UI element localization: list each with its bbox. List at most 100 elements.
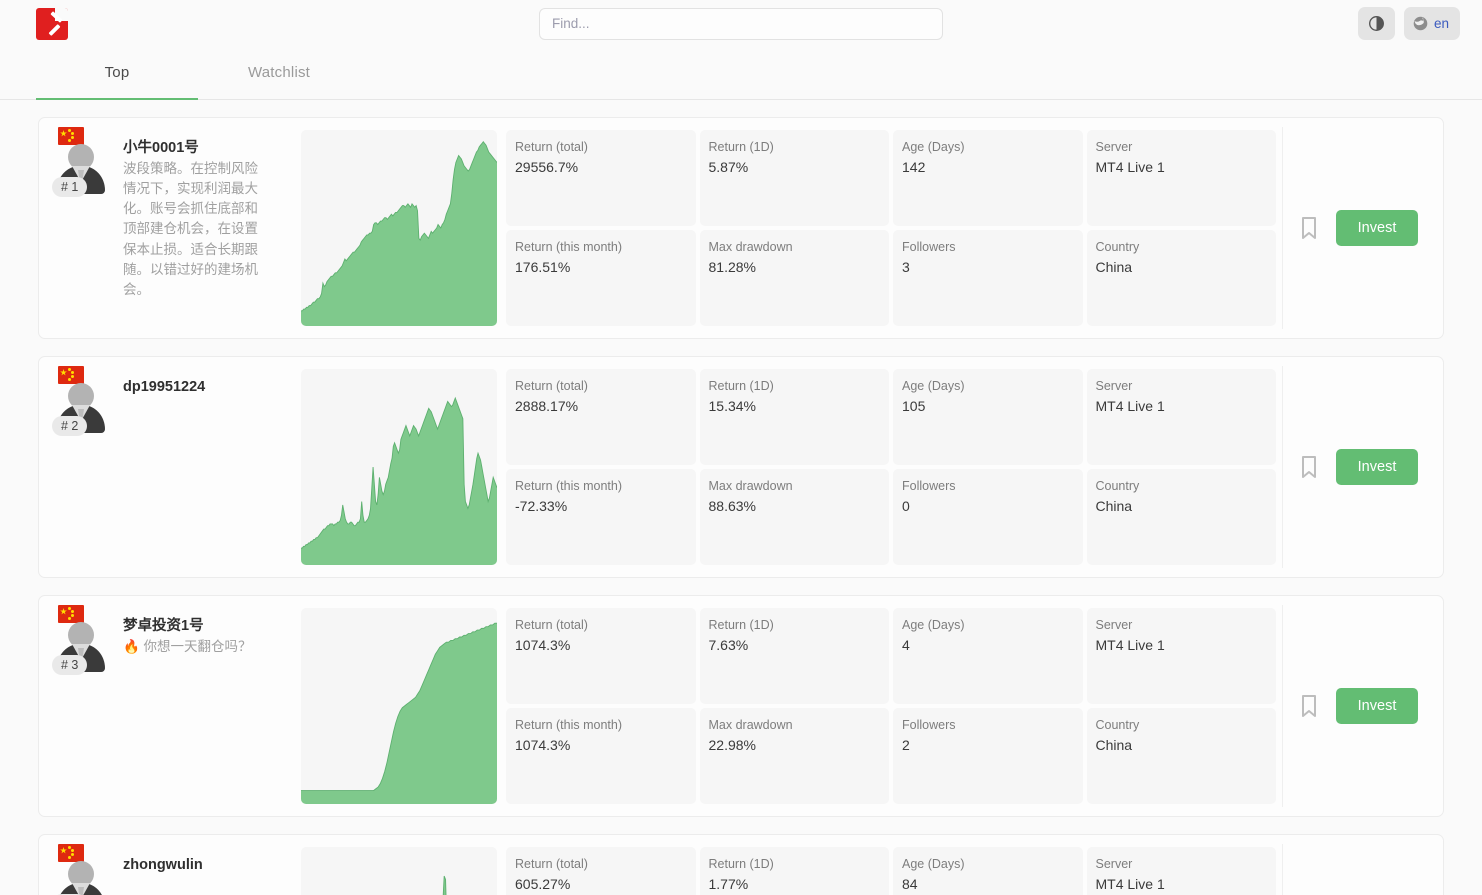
stat-server: Server MT4 Live 1 [1086,130,1276,226]
stat-label: Return (this month) [515,479,622,493]
theme-toggle-button[interactable] [1357,7,1395,40]
theme-toggle-icon [1368,16,1384,31]
strategy-card[interactable]: # 1 小牛0001号 波段策略。在控制风险情况下，实现利润最大化。账号会抓住底部和… [38,117,1444,339]
trader-text: 梦卓投资1号 🔥 你想一天翻仓吗？ [123,605,265,657]
stat-label: Return (total) [515,140,588,154]
china-flag-icon [58,366,84,384]
trader-identity: # 4 zhongwulin [48,844,301,895]
stat-server: Server MT4 Live 1 [1086,847,1276,895]
invest-button[interactable]: Invest [1335,688,1419,724]
tab-bar: Top Watchlist [0,47,1482,100]
stat-value: 7.63% [708,636,749,653]
stat-value: 1074.3% [515,636,571,653]
app-logo[interactable] [36,7,68,40]
strategy-list[interactable]: # 1 小牛0001号 波段策略。在控制风险情况下，实现利润最大化。账号会抓住底部和… [0,100,1482,895]
stat-age-days: Age (Days) 105 [893,369,1083,465]
card-actions: Invest [1282,127,1434,329]
stat-value: 2888.17% [515,397,579,414]
stat-return-1d: Return (1D) 15.34% [699,369,889,465]
return-sparkline-chart[interactable] [301,847,497,895]
bookmark-icon[interactable] [1299,455,1319,479]
stat-label: Age (Days) [902,857,965,871]
stat-label: Max drawdown [708,718,793,732]
stat-value: MT4 Live 1 [1095,875,1165,892]
stat-followers: Followers 2 [893,708,1083,804]
stat-value: 105 [902,397,926,414]
stat-value: 605.27% [515,875,571,892]
stat-value: 84 [902,875,918,892]
bookmark-icon[interactable] [1299,216,1319,240]
stat-label: Max drawdown [708,479,793,493]
invest-button[interactable]: Invest [1335,210,1419,246]
stat-value: 81.28% [708,258,756,275]
stat-label: Server [1095,618,1133,632]
stat-label: Age (Days) [902,618,965,632]
stat-value: 0 [902,497,910,514]
trader-text: dp19951224 [123,366,265,398]
strategy-card[interactable]: # 2 dp19951224 Return (total) 2888.17% Retur… [38,356,1444,578]
trader-name: zhongwulin [123,857,203,873]
trader-name: dp19951224 [123,379,206,395]
stat-max-drawdown: Max drawdown 88.63% [699,469,889,565]
trader-text: zhongwulin [123,844,265,876]
stat-label: Server [1095,379,1133,393]
stat-max-drawdown: Max drawdown 81.28% [699,230,889,326]
avatar-container: # 4 [52,844,114,895]
top-bar-actions: en [1357,7,1460,40]
avatar-container: # 3 [52,605,114,675]
stat-value: China [1095,258,1133,275]
return-sparkline-chart[interactable] [301,130,497,326]
strategy-card[interactable]: # 4 zhongwulin Return (total) 605.27% Return… [38,834,1444,895]
tab-watchlist[interactable]: Watchlist [198,47,360,100]
tab-top[interactable]: Top [36,47,198,100]
globe-icon [1413,16,1428,31]
stat-label: Country [1095,240,1140,254]
stat-value: MT4 Live 1 [1095,636,1165,653]
trader-text: 小牛0001号 波段策略。在控制风险情况下，实现利润最大化。账号会抓住底部和顶部建… [123,127,265,300]
stat-value: 5.87% [708,158,749,175]
stat-value: 4 [902,636,910,653]
stat-country: Country China [1086,708,1276,804]
stat-server: Server MT4 Live 1 [1086,369,1276,465]
trader-name: 梦卓投资1号 [123,618,204,634]
stat-country: Country China [1086,230,1276,326]
stat-return-total: Return (total) 29556.7% [506,130,696,226]
stat-label: Age (Days) [902,379,965,393]
trader-description: 🔥 你想一天翻仓吗？ [123,638,252,654]
language-selector-button[interactable]: en [1403,7,1460,40]
stat-return-month: Return (this month) 176.51% [506,230,696,326]
stat-value: China [1095,736,1133,753]
china-flag-icon [58,127,84,145]
stat-value: 15.34% [708,397,756,414]
stats-grid: Return (total) 29556.7% Return (1D) 5.87% Ag… [502,127,1279,329]
return-sparkline-chart[interactable] [301,608,497,804]
return-sparkline-chart[interactable] [301,369,497,565]
search-input[interactable] [539,7,943,40]
avatar-container: # 1 [52,127,114,197]
stat-value: 29556.7% [515,158,579,175]
search-container [539,7,943,40]
stat-max-drawdown: Max drawdown 22.98% [699,708,889,804]
stat-label: Max drawdown [708,240,793,254]
stat-return-total: Return (total) 2888.17% [506,369,696,465]
trader-identity: # 1 小牛0001号 波段策略。在控制风险情况下，实现利润最大化。账号会抓住底部和… [48,127,301,329]
stat-return-month: Return (this month) 1074.3% [506,708,696,804]
strategy-card[interactable]: # 3 梦卓投资1号 🔥 你想一天翻仓吗？ Return (total) 1074.3%… [38,595,1444,817]
stat-value: 142 [902,158,926,175]
stat-value: MT4 Live 1 [1095,158,1165,175]
stat-label: Return (1D) [708,857,774,871]
stat-label: Return (1D) [708,618,774,632]
stat-label: Age (Days) [902,140,965,154]
stat-return-total: Return (total) 1074.3% [506,608,696,704]
rank-badge: # 3 [52,655,88,675]
card-actions: Invest [1282,605,1434,807]
invest-button[interactable]: Invest [1335,449,1419,485]
stat-label: Return (this month) [515,718,622,732]
stat-label: Followers [902,240,956,254]
stat-value: MT4 Live 1 [1095,397,1165,414]
language-label: en [1433,16,1449,31]
logo-stroke-lower [48,23,61,36]
stat-label: Return (total) [515,857,588,871]
bookmark-icon[interactable] [1299,694,1319,718]
rank-badge: # 2 [52,416,88,436]
